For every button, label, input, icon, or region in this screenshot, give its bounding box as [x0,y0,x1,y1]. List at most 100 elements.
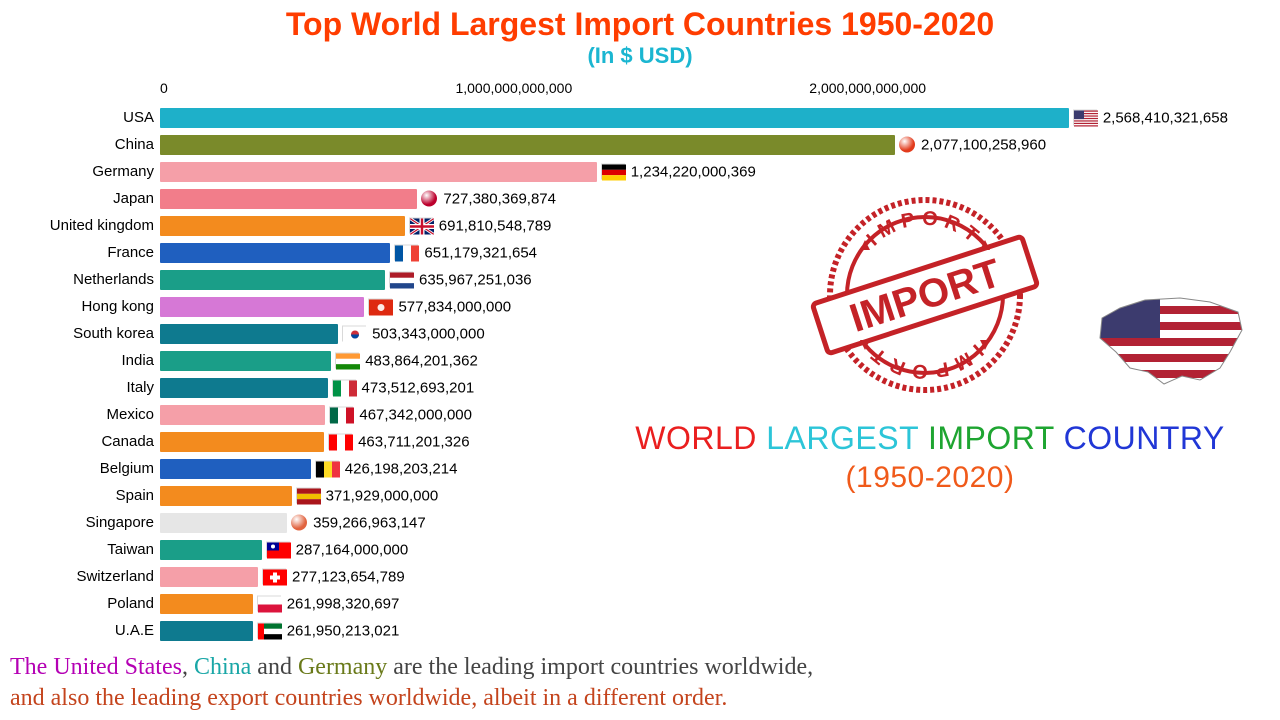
bar-fill [160,432,324,452]
bar-track: 261,950,213,021 [160,620,1080,642]
bar-chart: 01,000,000,000,0002,000,000,000,000 USA2… [40,80,1240,644]
table-row: United kingdom 691,810,548,789 [40,212,1240,239]
table-row: Japan727,380,369,874 [40,185,1240,212]
flag-icon [389,272,413,288]
bar-track: 727,380,369,874 [160,188,1080,210]
bar-track: 577,834,000,000 [160,296,1080,318]
axis-tick: 2,000,000,000,000 [809,80,926,96]
table-row: Germany1,234,220,000,369 [40,158,1240,185]
bar-label: USA [40,109,160,126]
bar-end: 635,967,251,036 [389,271,532,288]
table-row: Netherlands635,967,251,036 [40,266,1240,293]
footer-segment: are the leading import countries worldwi… [387,654,813,680]
bar-end: 426,198,203,214 [315,460,458,477]
bar-end: 463,711,201,326 [328,433,470,450]
table-row: USA2,568,410,321,658 [40,104,1240,131]
headline-word: COUNTRY [1064,420,1225,456]
footer-line-2: and also the leading export countries wo… [10,683,1270,714]
bar-fill [160,108,1069,128]
bar-end: 2,077,100,258,960 [899,136,1046,153]
bar-track: 2,568,410,321,658 [160,107,1080,129]
x-axis: 01,000,000,000,0002,000,000,000,000 [160,80,1080,102]
flag-icon [296,488,320,504]
bar-label: Switzerland [40,568,160,585]
flag-icon [342,326,366,342]
bar-end: 287,164,000,000 [266,541,409,558]
bar-label: Italy [40,379,160,396]
footer-segment: , [182,654,194,680]
bar-value: 651,179,321,654 [424,244,537,261]
bar-end: 503,343,000,000 [342,325,485,342]
table-row: U.A.E 261,950,213,021 [40,617,1240,644]
bar-label: China [40,136,160,153]
footer-segment: and [251,654,298,680]
bar-fill [160,351,331,371]
flag-icon [394,245,418,261]
bar-label: Taiwan [40,541,160,558]
flag-icon [409,218,433,234]
bar-track: 483,864,201,362 [160,350,1080,372]
bar-fill [160,405,325,425]
bar-track: 2,077,100,258,960 [160,134,1080,156]
headline-line-1: WORLD LARGEST IMPORT COUNTRY [600,420,1260,457]
bar-fill [160,270,385,290]
bar-end: 467,342,000,000 [329,406,472,423]
bar-value: 359,266,963,147 [313,514,426,531]
bar-fill [160,135,895,155]
bar-fill [160,189,417,209]
bar-track: 473,512,693,201 [160,377,1080,399]
bar-track: 503,343,000,000 [160,323,1080,345]
flag-icon [315,461,339,477]
table-row: Switzerland 277,123,654,789 [40,563,1240,590]
bar-fill [160,324,338,344]
headline-word: WORLD [635,420,766,456]
bar-value: 577,834,000,000 [398,298,511,315]
bar-label: Canada [40,433,160,450]
bar-track: 261,998,320,697 [160,593,1080,615]
bar-value: 503,343,000,000 [372,325,485,342]
bar-label: Belgium [40,460,160,477]
bar-value: 287,164,000,000 [296,541,409,558]
bar-track: 651,179,321,654 [160,242,1080,264]
bar-fill [160,567,258,587]
table-row: France 651,179,321,654 [40,239,1240,266]
flag-icon [335,353,359,369]
flag-icon [328,434,352,450]
bar-rows: USA2,568,410,321,658China2,077,100,258,9… [40,104,1240,644]
bar-fill [160,297,364,317]
bar-label: Poland [40,595,160,612]
flag-icon [332,380,356,396]
axis-tick: 1,000,000,000,000 [455,80,572,96]
bar-label: United kingdom [40,217,160,234]
table-row: Singapore359,266,963,147 [40,509,1240,536]
bar-end: 473,512,693,201 [332,379,475,396]
bar-value: 691,810,548,789 [439,217,552,234]
table-row: Poland261,998,320,697 [40,590,1240,617]
bar-end: 577,834,000,000 [368,298,511,315]
bar-end: 2,568,410,321,658 [1073,109,1228,126]
flag-icon [368,299,392,315]
bar-fill [160,513,287,533]
bar-value: 1,234,220,000,369 [631,163,756,180]
bar-label: U.A.E [40,622,160,639]
bar-value: 426,198,203,214 [345,460,458,477]
bar-value: 467,342,000,000 [359,406,472,423]
bar-value: 463,711,201,326 [358,433,470,450]
bar-value: 261,950,213,021 [287,622,400,639]
flag-icon [262,569,286,585]
bar-end: 651,179,321,654 [394,244,537,261]
bar-value: 2,568,410,321,658 [1103,109,1228,126]
bar-label: Spain [40,487,160,504]
bar-track: 635,967,251,036 [160,269,1080,291]
bar-label: India [40,352,160,369]
table-row: India483,864,201,362 [40,347,1240,374]
table-row: China 2,077,100,258,960 [40,131,1240,158]
headline-word: IMPORT [928,420,1064,456]
table-row: Italy 473,512,693,201 [40,374,1240,401]
bar-fill [160,621,253,641]
bar-fill [160,594,253,614]
bar-track: 277,123,654,789 [160,566,1080,588]
bar-fill [160,162,597,182]
bar-label: France [40,244,160,261]
footer-line-1: The United States, China and Germany are… [10,652,1270,683]
